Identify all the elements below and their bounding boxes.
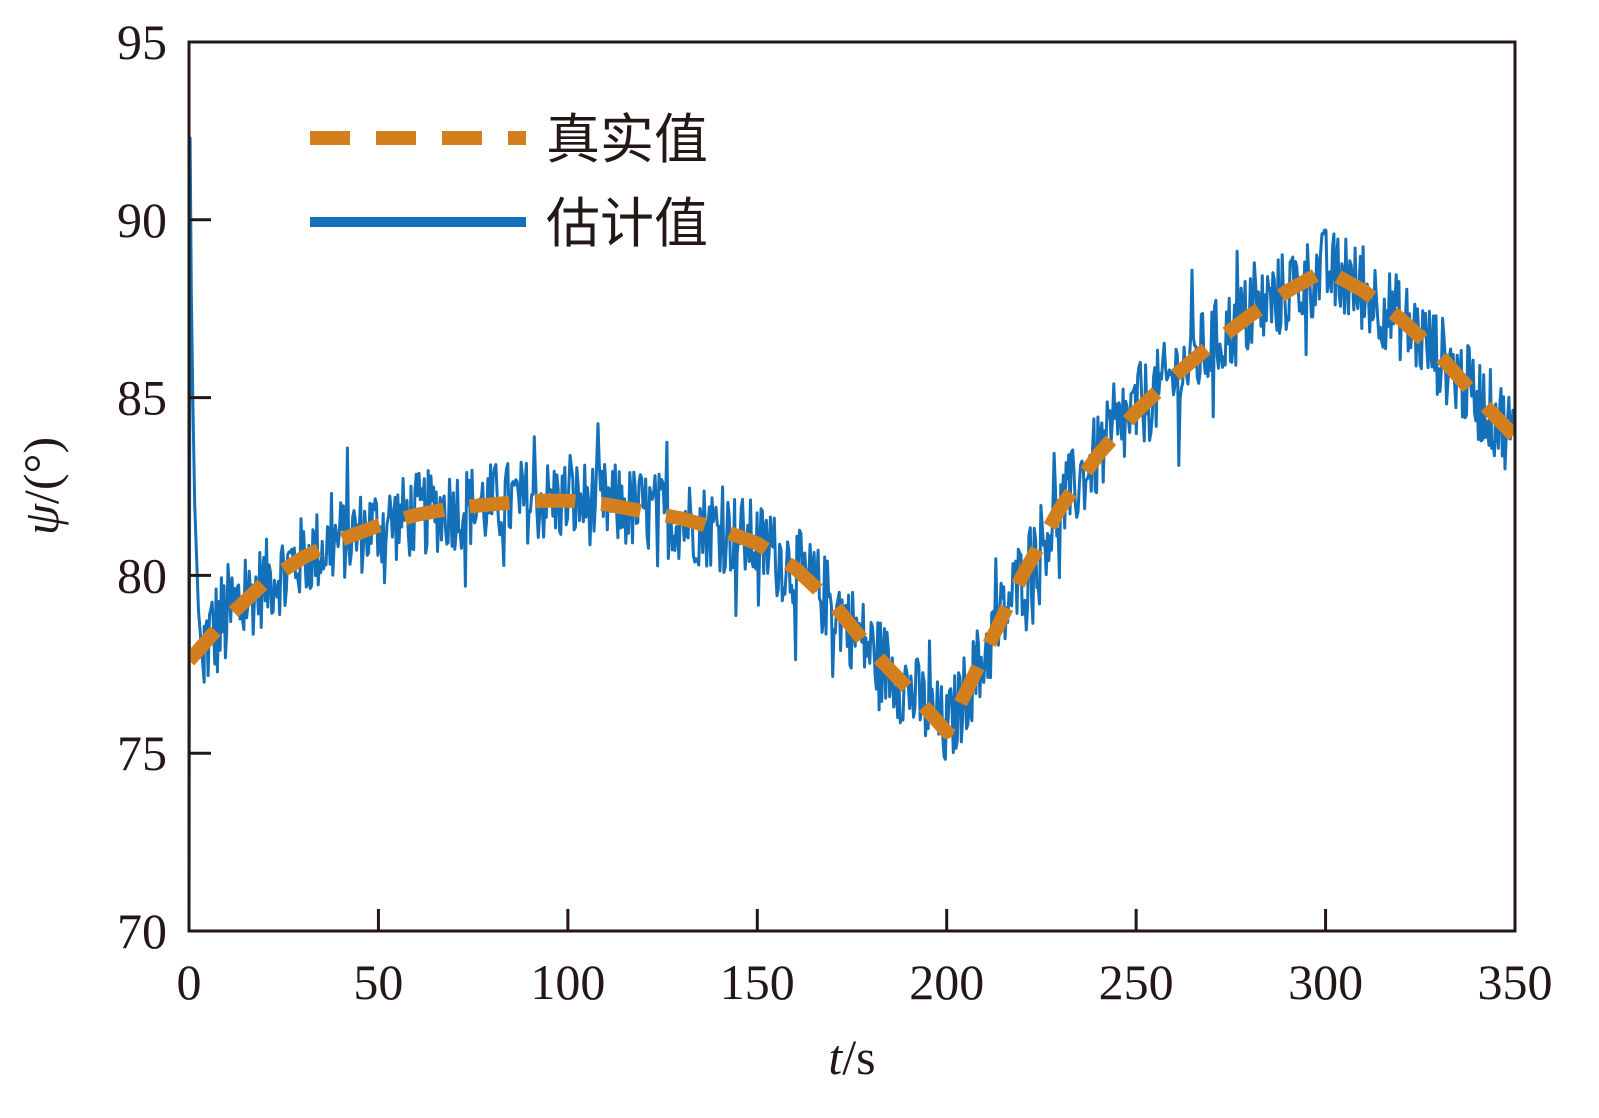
series-layer (189, 136, 1515, 931)
x-axis-label: t/s (828, 1029, 875, 1085)
y-axis-label: ψ/(°) (13, 437, 69, 535)
x-tick-label: 200 (909, 954, 984, 1010)
plot-frame (187, 40, 1517, 933)
x-tick-label: 50 (353, 954, 403, 1010)
x-tick-label: 300 (1288, 954, 1363, 1010)
y-tick-label: 90 (117, 192, 167, 248)
series-estimate-line (189, 136, 1515, 931)
y-tick-label: 75 (117, 725, 167, 781)
y-tick-label: 85 (117, 370, 167, 426)
x-tick-label: 250 (1099, 954, 1174, 1010)
tick-layer: 0 50 100 150 200 250 300 350 70 75 80 85 90 95 (117, 14, 1553, 1010)
y-tick-label: 80 (117, 547, 167, 603)
x-tick-label: 350 (1478, 954, 1553, 1010)
x-tick-label: 150 (720, 954, 795, 1010)
legend: 真实值 估计值 (310, 108, 708, 255)
legend-label-true: 真实值 (546, 108, 708, 171)
legend-label-estimate: 估计值 (546, 192, 708, 255)
x-tick-label: 100 (530, 954, 605, 1010)
x-tick-label: 0 (177, 954, 202, 1010)
y-tick-label: 95 (117, 14, 167, 70)
series-true-line (189, 262, 1515, 739)
y-tick-label: 70 (117, 903, 167, 959)
